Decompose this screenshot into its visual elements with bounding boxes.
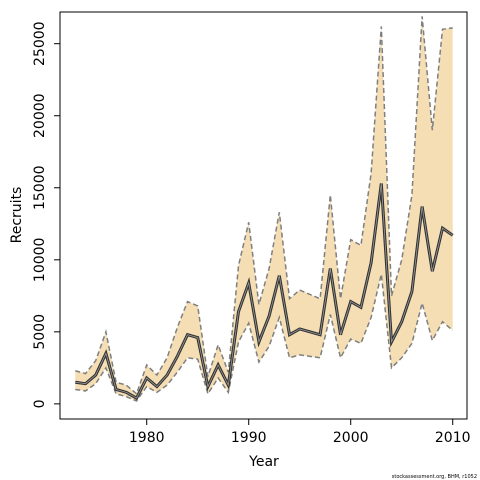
x-tick-label: 1990 bbox=[231, 430, 267, 446]
y-tick-label: 10000 bbox=[32, 238, 48, 283]
lower-bound bbox=[75, 274, 454, 402]
confidence-band bbox=[75, 16, 453, 401]
x-tick-label: 2010 bbox=[435, 430, 471, 446]
footer: stockassessment.org, BHM, r1052 bbox=[392, 474, 477, 480]
x-tick-label: 1980 bbox=[129, 430, 165, 446]
x-axis-label: Year bbox=[248, 454, 279, 470]
y-tick-label: 20000 bbox=[32, 93, 48, 138]
x-tick-label: 2000 bbox=[333, 430, 369, 446]
estimate-line-core bbox=[75, 183, 453, 399]
y-tick-label: 5000 bbox=[32, 314, 48, 350]
plot-frame bbox=[59, 11, 468, 420]
upper-bound bbox=[75, 16, 453, 396]
y-tick-label: 25000 bbox=[32, 21, 48, 66]
y-tick-label: 15000 bbox=[32, 165, 48, 210]
y-tick-label: 0 bbox=[32, 399, 48, 408]
y-axis-label: Recruits bbox=[9, 187, 25, 244]
